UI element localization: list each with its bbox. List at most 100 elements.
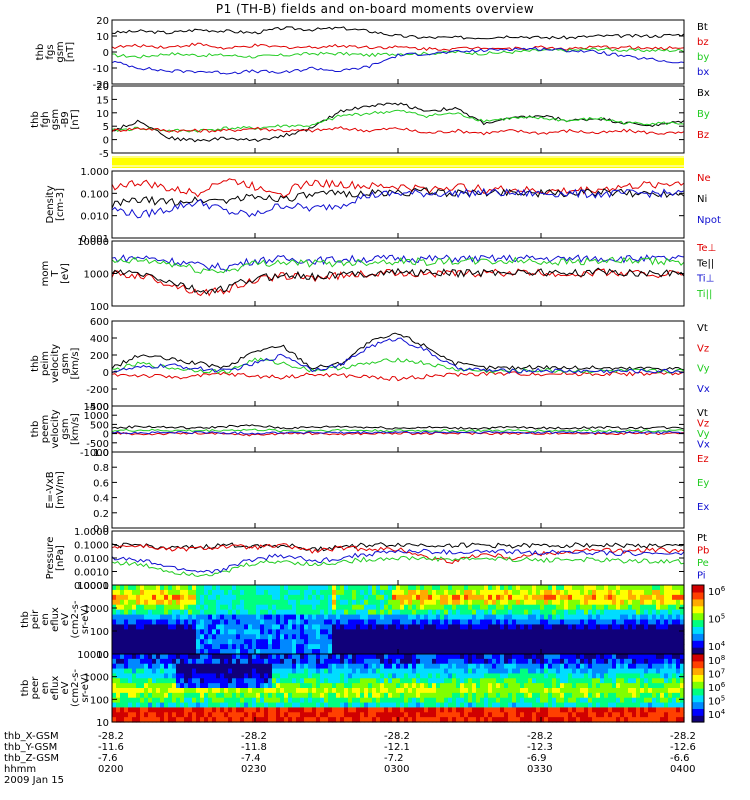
spectrogram-cell <box>240 654 245 660</box>
spectrogram-cell <box>340 619 345 626</box>
spectrogram-cell <box>624 668 629 675</box>
spectrogram-cell <box>528 697 533 704</box>
spectrogram-cell <box>444 692 449 699</box>
spectrogram-cell <box>288 712 293 718</box>
spectrogram-cell <box>320 654 325 660</box>
spectrogram-cell <box>504 594 509 601</box>
spectrogram-cell <box>516 673 521 679</box>
spectrogram-cell <box>536 654 541 660</box>
spectrogram-cell <box>676 707 681 713</box>
ylabel-peer: en <box>40 682 51 695</box>
spectrogram-cell <box>244 712 249 718</box>
spectrogram-cell <box>420 683 425 689</box>
spectrogram-cell <box>492 585 497 591</box>
spectrogram-cell <box>200 624 205 630</box>
spectrogram-cell <box>388 683 393 689</box>
spectrogram-cell <box>156 629 161 635</box>
colorbar-segment <box>692 674 704 682</box>
spectrogram-cell <box>392 589 397 596</box>
spectrogram-cell <box>664 629 669 635</box>
spectrogram-cell <box>340 673 345 679</box>
spectrogram-cell <box>540 644 545 650</box>
spectrogram-cell <box>220 644 225 650</box>
spectrogram-cell <box>228 649 233 655</box>
spectrogram-cell <box>400 712 405 718</box>
spectrogram-cell <box>404 688 409 694</box>
spectrogram-cell <box>312 649 317 655</box>
ylabel-peir: sr-eV) <box>80 605 91 634</box>
spectrogram-cell <box>568 717 573 723</box>
spectrogram-cell <box>348 707 353 713</box>
legend-density-0: Ne <box>697 173 711 184</box>
spectrogram-cell <box>300 654 305 660</box>
spectrogram-cell <box>676 594 681 601</box>
spectrogram-cell <box>228 702 233 709</box>
spectrogram-cell <box>456 688 461 694</box>
spectrogram-cell <box>552 712 557 718</box>
spectrogram-cell <box>548 614 553 621</box>
spectrogram-cell <box>332 654 337 660</box>
spectrogram-cell <box>392 668 397 675</box>
spectrogram-cell <box>260 688 265 694</box>
spectrogram-cell <box>476 634 481 640</box>
spectrogram-cell <box>148 599 153 606</box>
spectrogram-cell <box>520 658 525 665</box>
spectrogram-cell <box>408 604 413 611</box>
spectrogram-cell <box>296 609 301 616</box>
spectrogram-cell <box>608 678 613 684</box>
spectrogram-cell <box>612 614 617 621</box>
spectrogram-cell <box>212 585 217 591</box>
spectrogram-cell <box>640 678 645 684</box>
spectrogram-cell <box>488 619 493 626</box>
spectrogram-cell <box>360 678 365 684</box>
spectrogram-cell <box>432 604 437 611</box>
spectrogram-cell <box>420 594 425 601</box>
spectrogram-cell <box>572 678 577 684</box>
spectrogram-cell <box>344 702 349 709</box>
spectrogram-cell <box>596 604 601 611</box>
spectrogram-cell <box>204 594 209 601</box>
spectrogram-cell <box>324 624 329 630</box>
spectrogram-cell <box>240 639 245 645</box>
spectrogram-cell <box>504 678 509 684</box>
spectrogram-cell <box>176 644 181 650</box>
spectrogram-cell <box>452 639 457 645</box>
spectrogram-cell <box>552 629 557 635</box>
spectrogram-cell <box>180 683 185 689</box>
ytick-efield: 0.4 <box>93 494 109 505</box>
spectrogram-cell <box>372 639 377 645</box>
spectrogram-cell <box>636 644 641 650</box>
spectrogram-cell <box>112 678 117 684</box>
spectrogram-cell <box>364 688 369 694</box>
spectrogram-cell <box>580 644 585 650</box>
spectrogram-cell <box>300 678 305 684</box>
spectrogram-cell <box>124 668 129 675</box>
spectrogram-cell <box>340 649 345 655</box>
spectrogram-cell <box>312 707 317 713</box>
spectrogram-cell <box>232 624 237 630</box>
spectrogram-cell <box>208 702 213 709</box>
spectrogram-cell <box>168 599 173 606</box>
spectrogram-cell <box>312 589 317 596</box>
spectrogram-cell <box>252 702 257 709</box>
spectrogram-cell <box>472 712 477 718</box>
spectrogram-cell <box>236 589 241 596</box>
spectrogram-cell <box>148 663 153 670</box>
spectrogram-cell <box>524 697 529 704</box>
ytick-peem: -1000 <box>80 448 109 459</box>
spectrogram-cell <box>208 692 213 699</box>
spectrogram-cell <box>400 697 405 704</box>
spectrogram-cell <box>360 707 365 713</box>
legend-peem-0: Vt <box>697 408 708 419</box>
spectrogram-cell <box>568 692 573 699</box>
spectrogram-cell <box>600 683 605 689</box>
spectrogram-cell <box>428 604 433 611</box>
spectrogram-cell <box>376 688 381 694</box>
spectrogram-cell <box>296 649 301 655</box>
spectrogram-cell <box>520 594 525 601</box>
spectrogram-cell <box>604 712 609 718</box>
spectrogram-cell <box>132 585 137 591</box>
spectrogram-cell <box>152 609 157 616</box>
spectrogram-cell <box>208 624 213 630</box>
spectrogram-cell <box>548 717 553 723</box>
